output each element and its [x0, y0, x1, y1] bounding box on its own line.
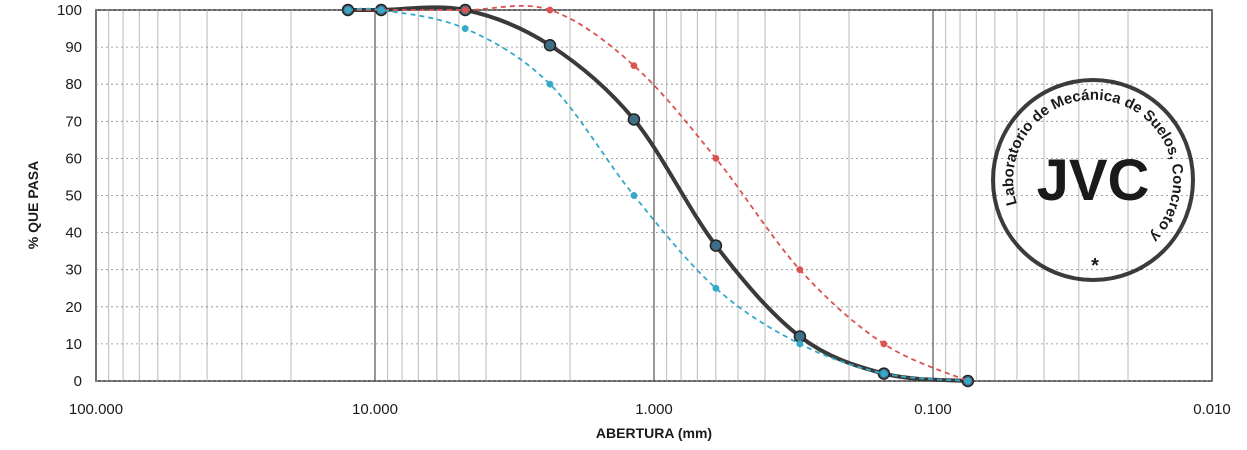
data-point — [796, 266, 804, 274]
grid — [95, 9, 1213, 382]
series-group — [341, 3, 975, 388]
y-tick-label: 30 — [65, 262, 82, 279]
data-point — [712, 154, 720, 162]
y-tick-label: 80 — [65, 76, 82, 93]
y-axis-ticks: 0 10 20 30 40 50 60 70 80 90 100 — [57, 2, 82, 390]
y-tick-label: 40 — [65, 225, 82, 242]
y-tick-label: 20 — [65, 299, 82, 316]
data-point — [461, 25, 469, 32]
x-tick-label: 0.100 — [914, 401, 952, 418]
series-line — [347, 5, 969, 383]
x-axis-label: ABERTURA (mm) — [596, 425, 712, 441]
data-point — [543, 38, 557, 52]
data-point — [546, 80, 554, 88]
data-point — [880, 370, 888, 378]
x-axis-ticks: 100.000 10.000 1.000 0.100 0.010 — [69, 401, 1231, 418]
data-point — [793, 330, 807, 343]
y-tick-label: 70 — [65, 113, 82, 130]
data-point — [712, 284, 720, 292]
y-tick-label: 10 — [65, 336, 82, 353]
y-axis-label: % QUE PASA — [25, 161, 41, 249]
y-tick-label: 60 — [65, 150, 82, 167]
data-point — [344, 6, 352, 14]
data-point — [964, 377, 972, 385]
y-tick-label: 50 — [65, 188, 82, 205]
data-point — [709, 239, 723, 252]
y-tick-label: 90 — [65, 39, 82, 56]
x-tick-label: 0.010 — [1193, 401, 1231, 418]
data-point — [627, 113, 641, 126]
data-point — [630, 62, 638, 70]
data-point — [796, 340, 804, 348]
x-tick-label: 100.000 — [69, 401, 123, 418]
stamp-star: * — [1091, 255, 1099, 277]
y-tick-label: 100 — [57, 2, 82, 19]
data-point — [880, 340, 888, 348]
data-point — [377, 6, 385, 14]
data-point — [461, 6, 469, 14]
x-tick-label: 10.000 — [352, 401, 398, 418]
data-point — [630, 192, 638, 199]
y-tick-label: 0 — [74, 373, 82, 390]
x-tick-label: 1.000 — [635, 401, 673, 418]
data-point — [546, 6, 554, 14]
stamp-initials: JVC — [1037, 148, 1150, 213]
